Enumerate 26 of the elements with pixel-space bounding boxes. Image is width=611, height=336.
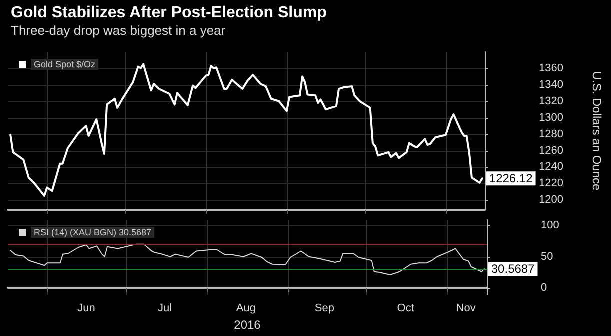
annotation: 1226.12 <box>489 172 534 186</box>
y-tick-label: 100 <box>541 220 560 232</box>
y-tick-label: 1280 <box>539 128 564 140</box>
y-axis-title: U.S. Dollars an Ounce <box>590 71 604 192</box>
y-tick-label: 1220 <box>539 178 564 190</box>
x-axis-title: 2016 <box>234 318 262 332</box>
x-tick-label: Oct <box>397 302 414 314</box>
chart-title: Gold Stabilizes After Post-Election Slump <box>11 4 328 22</box>
x-tick-label: Nov <box>456 302 476 314</box>
annotation: 30.5687 <box>491 262 536 276</box>
legend-label: Gold Spot $/Oz <box>34 60 96 70</box>
y-tick-label: 50 <box>541 250 554 263</box>
y-tick-label: 1320 <box>539 95 564 108</box>
x-tick-label: Aug <box>236 302 256 314</box>
y-tick-label: 0 <box>541 282 548 294</box>
y-tick-label: 1200 <box>539 194 564 206</box>
y-tick-label: 1300 <box>539 112 564 124</box>
chart-subtitle: Three-day drop was biggest in a year <box>11 23 226 38</box>
legend-label: RSI (14) (XAU BGN) 30.5687 <box>34 228 152 238</box>
y-tick-label: 1260 <box>539 144 564 157</box>
y-tick-label: 1360 <box>539 62 564 74</box>
x-tick-label: Jun <box>78 302 96 314</box>
y-tick-label: 1240 <box>539 161 564 174</box>
x-tick-label: Sep <box>314 302 335 314</box>
y-tick-label: 1340 <box>539 78 564 91</box>
x-tick-label: Jul <box>158 302 172 314</box>
